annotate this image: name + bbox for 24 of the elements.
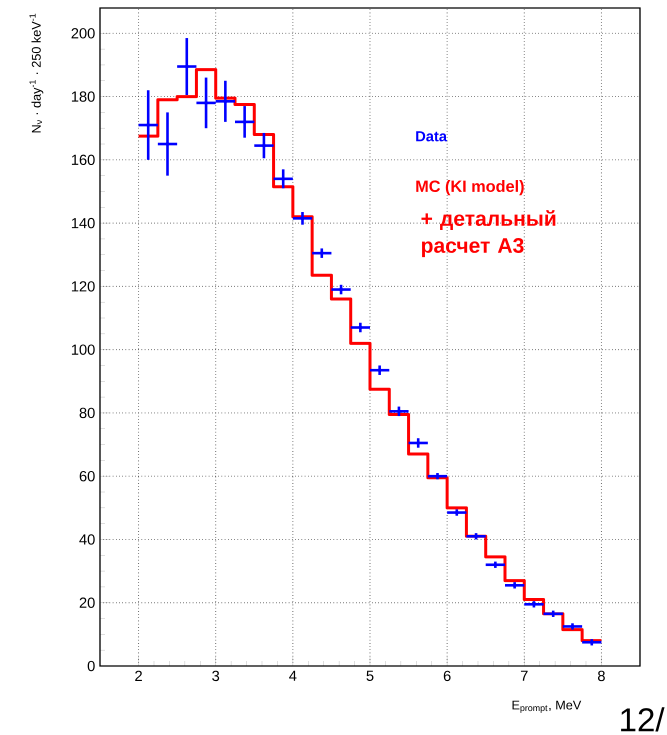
x-axis-title: E$_{prompt}$, MeV [512,700,582,713]
text: Data [416,131,448,142]
x-tick-label: 2 [135,670,142,681]
y-tick-label: 180 [72,91,95,102]
y-tick-label: 120 [72,281,95,292]
x-tick-label: 5 [366,670,374,681]
y-tick-label: 100 [72,344,95,355]
text: MC (KI model) [416,180,524,196]
y-tick-label: 60 [80,471,95,482]
x-tick-label: 7 [520,670,528,681]
x-tick-label: 4 [289,670,296,681]
y-tick-label: 200 [72,28,95,38]
y-tick-label: 40 [79,534,95,545]
x-tick-label: 8 [598,670,605,682]
y-axis-title: N$_{ν}$ · day$^{-1}$ · 250 keV$^{-1}$ [29,14,44,132]
y-tick-label: 20 [80,598,95,608]
y-tick-label: 140 [72,218,95,228]
text: 12/ [621,707,665,732]
annotation: + детальный расчет A3 [421,210,556,258]
x-tick-label: 6 [444,670,451,682]
x-tick-label: 3 [212,670,220,682]
y-tick-label: 160 [72,154,95,166]
y-tick-label: 80 [80,408,95,418]
y-tick-label: 0 [88,660,95,672]
